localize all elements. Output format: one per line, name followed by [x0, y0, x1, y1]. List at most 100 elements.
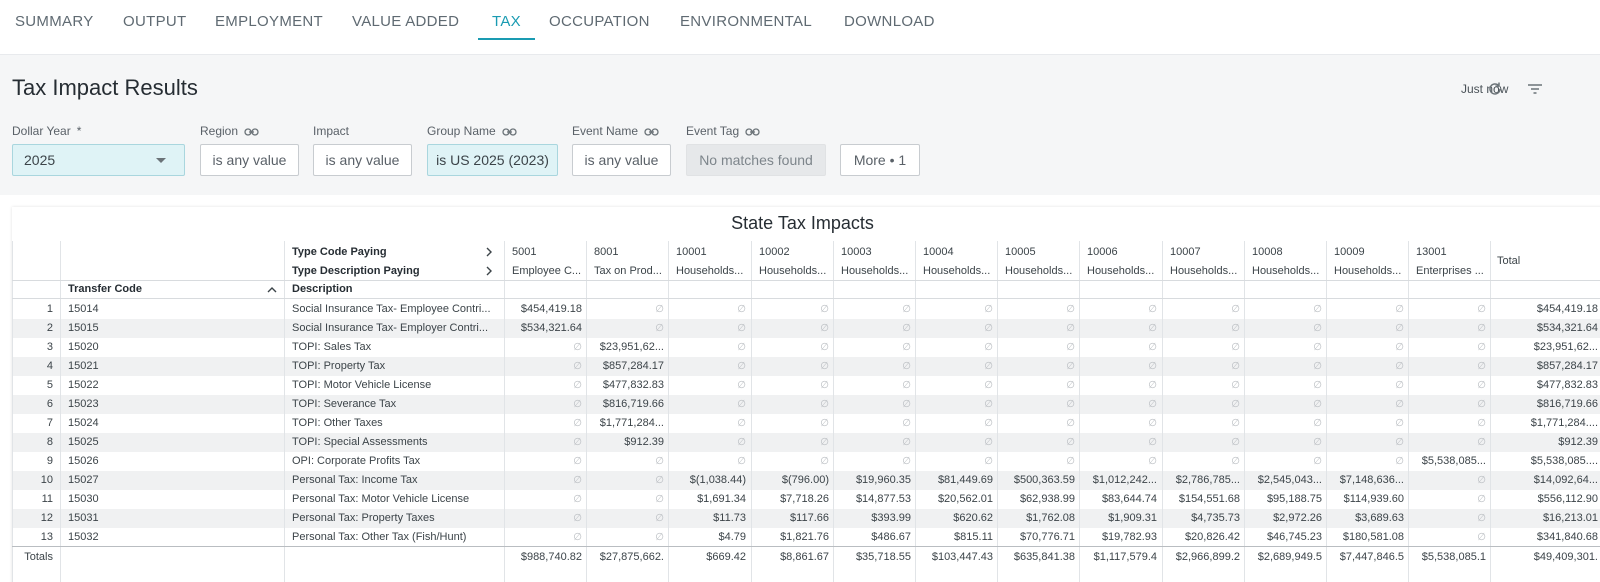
column-header-code[interactable]: 10007 [1170, 246, 1201, 258]
empty-cell: ∅ [1395, 380, 1404, 391]
refresh-icon[interactable] [1485, 79, 1505, 99]
value-cell: $4.79 [718, 531, 746, 543]
empty-cell: ∅ [1231, 437, 1240, 448]
value-cell: $1,771,284... [599, 417, 664, 429]
empty-cell: ∅ [1477, 304, 1486, 315]
column-divider [1079, 241, 1080, 582]
event-tag-label: Event Tag [686, 124, 760, 138]
column-header-code[interactable]: 13001 [1416, 246, 1447, 258]
tab-download[interactable]: DOWNLOAD [844, 13, 935, 30]
column-divider [668, 241, 669, 582]
column-divider [284, 241, 285, 582]
impact-filter[interactable]: is any value [313, 144, 412, 176]
value-cell: $81,449.69 [937, 474, 993, 486]
column-header-total[interactable]: Total [1497, 255, 1521, 267]
tab-output[interactable]: OUTPUT [123, 13, 187, 30]
tab-summary[interactable]: SUMMARY [15, 13, 94, 30]
column-header-description[interactable]: Households... [1005, 265, 1073, 277]
empty-cell: ∅ [984, 361, 993, 372]
value-cell: $19,782.93 [1101, 531, 1157, 543]
column-header-code[interactable]: 10009 [1334, 246, 1365, 258]
empty-cell: ∅ [573, 532, 582, 543]
group-name-filter[interactable]: is US 2025 (2023) [427, 144, 558, 176]
empty-cell: ∅ [984, 418, 993, 429]
column-header-description[interactable]: Households... [841, 265, 909, 277]
column-header-description[interactable]: Households... [676, 265, 744, 277]
description-cell: Personal Tax: Motor Vehicle License [292, 493, 470, 505]
transfer-code-cell: 15021 [68, 360, 99, 372]
empty-cell: ∅ [573, 475, 582, 486]
empty-cell: ∅ [902, 437, 911, 448]
row-number: 9 [46, 455, 53, 467]
row-total-cell: $454,419.18 [1536, 303, 1598, 315]
tab-occupation[interactable]: OCCUPATION [549, 13, 650, 30]
column-header-description[interactable]: Households... [1087, 265, 1155, 277]
empty-cell: ∅ [573, 380, 582, 391]
row-number: 3 [46, 341, 53, 353]
chevron-right-icon[interactable] [485, 247, 493, 260]
column-header-code[interactable]: 10006 [1087, 246, 1118, 258]
row-total-cell: $341,840.68 [1536, 531, 1598, 543]
row-total-cell: $1,771,284.... [1530, 417, 1598, 429]
row-number: 11 [41, 493, 53, 505]
column-header-description[interactable]: Households... [1252, 265, 1320, 277]
column-total-cell: $27,875,662. [599, 551, 664, 563]
column-header-code[interactable]: 10002 [759, 246, 790, 258]
empty-cell: ∅ [1313, 418, 1322, 429]
value-cell: $815.11 [954, 531, 993, 543]
empty-cell: ∅ [573, 494, 582, 505]
column-header-description[interactable]: Households... [923, 265, 991, 277]
chevron-up-icon[interactable] [267, 285, 277, 297]
empty-cell: ∅ [1395, 323, 1404, 334]
value-cell: $857,284.17 [602, 360, 664, 372]
column-header-description[interactable]: Employee C... [512, 265, 582, 277]
empty-cell: ∅ [984, 437, 993, 448]
column-header-description[interactable]: Description [292, 283, 353, 295]
column-header-description[interactable]: Households... [759, 265, 827, 277]
column-header-description[interactable]: Tax on Prod... [594, 265, 662, 277]
column-header-code[interactable]: 5001 [512, 246, 537, 258]
link-icon[interactable] [644, 126, 659, 136]
link-icon[interactable] [745, 126, 760, 136]
column-header-description[interactable]: Households... [1334, 265, 1402, 277]
column-header-description[interactable]: Households... [1170, 265, 1238, 277]
column-header-code[interactable]: 10003 [841, 246, 872, 258]
column-header-code[interactable]: 10004 [923, 246, 954, 258]
link-icon[interactable] [502, 126, 517, 136]
tab-employment[interactable]: EMPLOYMENT [215, 13, 324, 30]
column-header-code[interactable]: 10008 [1252, 246, 1283, 258]
value-cell: $117.66 [790, 512, 829, 524]
required-mark: * [76, 124, 82, 138]
column-header-transfer-code[interactable]: Transfer Code [68, 283, 142, 295]
column-header-code[interactable]: 8001 [594, 246, 619, 258]
empty-cell: ∅ [1231, 418, 1240, 429]
description-cell: TOPI: Other Taxes [292, 417, 383, 429]
empty-cell: ∅ [820, 361, 829, 372]
chevron-right-icon[interactable] [485, 266, 493, 279]
empty-cell: ∅ [1231, 304, 1240, 315]
tab-value-added[interactable]: VALUE ADDED [352, 13, 460, 30]
more-filters-button[interactable]: More • 1 [840, 144, 920, 176]
region-label: Region [200, 124, 259, 138]
column-header-code[interactable]: 10001 [676, 246, 707, 258]
value-cell: $2,545,043... [1257, 474, 1322, 486]
filter-icon[interactable] [1525, 79, 1545, 99]
table-title: State Tax Impacts [731, 213, 874, 233]
value-cell: $95,188.75 [1266, 493, 1322, 505]
tab-environmental[interactable]: ENVIRONMENTAL [680, 13, 812, 30]
row-number: 8 [46, 436, 53, 448]
column-header-description[interactable]: Enterprises ... [1416, 265, 1484, 277]
event-name-filter[interactable]: is any value [572, 144, 671, 176]
dollar-year-select[interactable]: 2025 [12, 144, 185, 176]
row-number: 12 [40, 512, 53, 524]
value-cell: $486.67 [871, 531, 911, 543]
transfer-code-cell: 15025 [68, 436, 99, 448]
column-header-code[interactable]: 10005 [1005, 246, 1036, 258]
column-divider [1244, 241, 1245, 582]
empty-cell: ∅ [1477, 513, 1486, 524]
region-filter[interactable]: is any value [200, 144, 299, 176]
tab-tax[interactable]: TAX [492, 13, 521, 30]
description-cell: TOPI: Motor Vehicle License [292, 379, 432, 391]
link-icon[interactable] [244, 126, 259, 136]
empty-cell: ∅ [737, 361, 746, 372]
